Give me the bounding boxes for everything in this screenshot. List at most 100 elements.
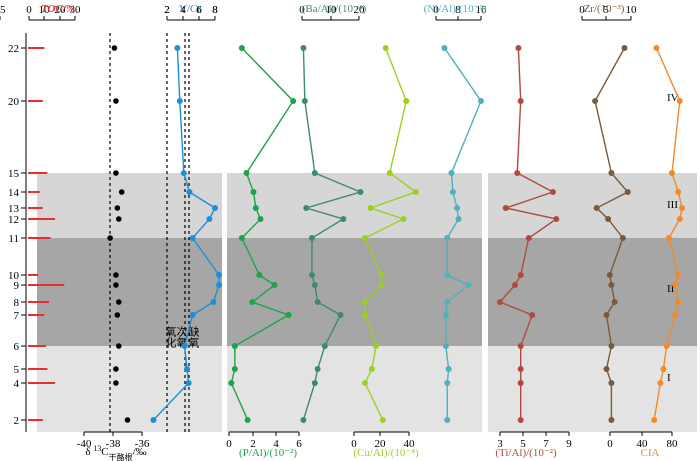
zr-tick-label: 0 — [579, 4, 585, 16]
cu_al-point — [412, 189, 419, 195]
cu_al-tick-label: 0 — [351, 438, 357, 450]
carbon-isotope-point — [113, 170, 119, 176]
carbon-isotope-point — [124, 417, 131, 423]
v_cr-point — [189, 235, 196, 241]
cu_al-point — [362, 235, 368, 241]
cia-point — [660, 366, 667, 372]
ti_al-point — [517, 417, 524, 423]
p_al-point — [238, 45, 245, 51]
carbon_isotope-tick-label: -40 — [77, 438, 92, 450]
sample-tick-label: 11 — [8, 233, 19, 245]
v_cr-tick-label: 8 — [212, 4, 218, 16]
v_cr-tick-label: 8 — [212, 4, 218, 16]
p_al-point — [244, 417, 251, 423]
ba_al-point — [337, 312, 344, 318]
ba_al-point — [321, 343, 328, 349]
zr-point — [608, 343, 615, 349]
p_al-point — [256, 272, 263, 278]
zr-axis-title: Zr/(10⁻³) — [584, 3, 625, 15]
cu_al-point — [373, 343, 379, 349]
sample-tick-label: 8 — [14, 297, 20, 309]
zr-point — [605, 216, 612, 222]
v_cr-point — [150, 417, 157, 423]
ba_al-point — [357, 189, 364, 195]
ba_al-point — [311, 380, 318, 386]
ti_al-point — [517, 343, 524, 349]
v_cr-point — [206, 216, 213, 222]
p_al-point — [231, 366, 238, 372]
v_cr-point — [216, 272, 222, 278]
zr-tick-label: 15 — [0, 4, 6, 16]
cia-tick-label: 0 — [607, 438, 613, 450]
v-cr-zone-label: 缺氧 — [187, 325, 200, 348]
sample-tick-label: 5 — [14, 364, 20, 376]
v-cr-zone-label: 次氧 — [175, 325, 188, 348]
v_cr-point — [212, 205, 218, 211]
carbon-isotope-point — [113, 366, 119, 372]
p_al-point — [231, 343, 238, 349]
ni_al-point — [444, 380, 451, 386]
ti_al-point — [553, 216, 560, 222]
cia-point — [676, 98, 683, 104]
cu_al-point — [379, 417, 386, 423]
zr-point — [608, 417, 615, 423]
ba_al-point — [301, 98, 308, 104]
ti_al-point — [517, 366, 524, 372]
zr-point — [619, 235, 626, 241]
sample-tick-label: 7 — [14, 310, 20, 322]
cia-axis-title: CIA — [641, 447, 660, 459]
ti_al-tick-label: 5 — [520, 438, 526, 450]
ba_al-point — [303, 205, 310, 211]
ni_al-point — [449, 189, 456, 195]
cu_al-point — [382, 45, 389, 51]
cia-point — [672, 312, 679, 318]
cu_al-point — [386, 170, 393, 176]
ni_al-point — [454, 205, 461, 211]
ba_al-point — [300, 45, 307, 51]
ni_al-point — [448, 170, 455, 176]
interval-label-III: III — [667, 199, 678, 211]
ti_al-point — [497, 299, 503, 305]
cu_al-point — [362, 312, 368, 318]
p_al-tick-label: 0 — [226, 438, 232, 450]
toc-axis-title: TOC/% — [41, 3, 75, 15]
ni_al-point — [444, 299, 451, 305]
p_al-point — [252, 205, 259, 211]
interval-band-I-1 — [227, 346, 482, 420]
carbon-isotope-point — [116, 343, 122, 349]
interval-band-II-1 — [227, 238, 482, 346]
ba_al-tick-label: 10 — [326, 4, 338, 16]
cu_al-axis-title: (Cu/Al)/(10⁻⁴) — [353, 447, 419, 459]
sample-tick-label: 4 — [14, 378, 20, 390]
cia-point — [669, 170, 675, 176]
p_al-point — [238, 235, 245, 241]
cia-point — [679, 205, 686, 211]
ti_al-point — [514, 170, 521, 176]
cu_al-point — [403, 98, 410, 104]
zr-point — [608, 282, 615, 288]
ni_al-tick-label: 8 — [455, 4, 461, 16]
ba_al-point — [311, 170, 318, 176]
p_al-tick-label: 2 — [250, 438, 256, 450]
ni_al-point — [465, 282, 472, 288]
v_cr-point — [180, 170, 187, 176]
toc-tick-label: 20 — [55, 4, 67, 16]
ti_al-tick-label: 9 — [566, 438, 572, 450]
p_al-tick-label: 4 — [273, 438, 279, 450]
cia-point — [657, 380, 664, 386]
ni_al-point — [444, 272, 451, 278]
ni_al-point — [445, 366, 452, 372]
interval-label-IV: IV — [667, 92, 679, 104]
v-cr-zone-label: 氧化 — [164, 325, 177, 349]
ni_al-point — [441, 45, 448, 51]
ni_al-point — [444, 235, 451, 241]
sample-tick-label: 10 — [8, 270, 20, 282]
v-cr-axis-title: V/Cr — [179, 3, 201, 15]
ti_al-point — [525, 235, 532, 241]
carbon-isotope-point — [113, 98, 119, 104]
ti_al-point — [517, 380, 524, 386]
interval-label-I: I — [667, 372, 671, 384]
p_al-axis-title: (P/Al)/(10⁻²) — [239, 447, 297, 459]
ti_al-point — [515, 45, 522, 51]
zr-tick-label: 5 — [603, 4, 609, 16]
